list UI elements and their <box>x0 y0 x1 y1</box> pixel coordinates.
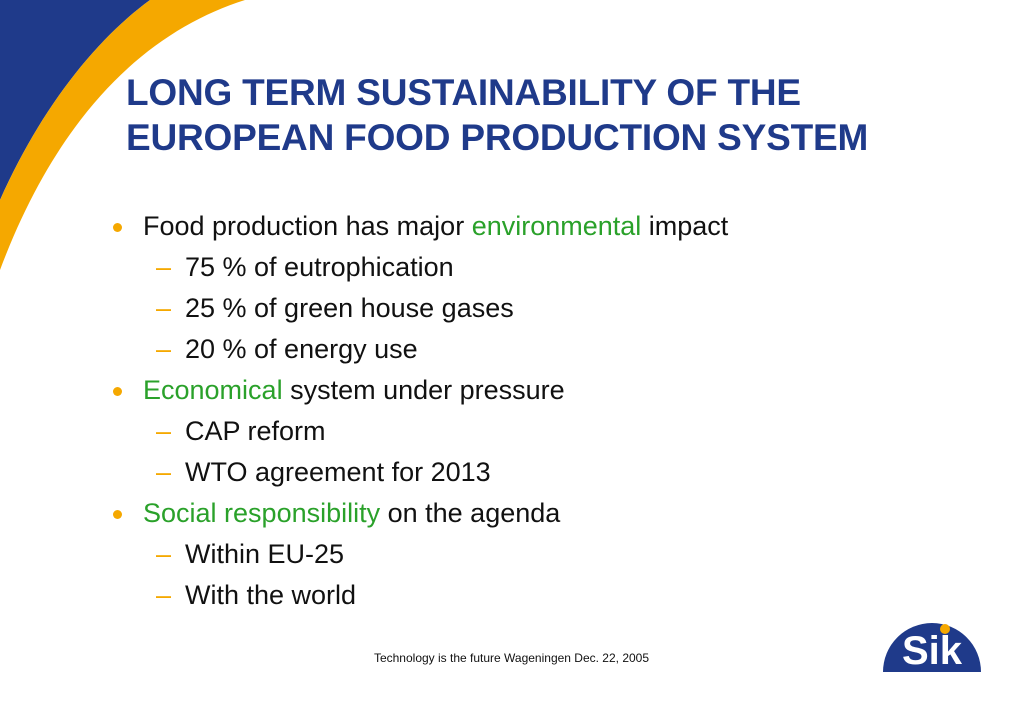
bullet-text: Food production has major <box>143 211 472 241</box>
bullet-highlight: environmental <box>471 211 642 241</box>
sik-logo: Sik <box>883 623 981 672</box>
corner-swoosh-decoration <box>0 0 245 270</box>
sub-bullet-item: – 25 % of green house gases <box>107 288 987 329</box>
sub-bullet-text: CAP reform <box>185 416 326 446</box>
dash-icon: – <box>156 580 172 610</box>
bullet-item: Social responsibility on the agenda <box>107 493 987 534</box>
dash-icon: – <box>156 334 172 364</box>
sub-bullet-item: – 20 % of energy use <box>107 329 987 370</box>
bullet-highlight: Economical <box>143 375 283 405</box>
logo-text: Sik <box>902 629 963 672</box>
bullet-dot-icon <box>113 387 122 396</box>
sub-bullet-item: – With the world <box>107 575 987 616</box>
dash-icon: – <box>156 416 172 446</box>
bullet-item: Economical system under pressure <box>107 370 987 411</box>
sub-bullet-item: – WTO agreement for 2013 <box>107 452 987 493</box>
sub-bullet-text: WTO agreement for 2013 <box>185 457 491 487</box>
sub-bullet-text: 20 % of energy use <box>185 334 418 364</box>
slide-title: LONG TERM SUSTAINABILITY OF THE EUROPEAN… <box>126 70 1006 160</box>
bullet-item: Food production has major environmental … <box>107 206 987 247</box>
bullet-text: system under pressure <box>282 375 565 405</box>
footer-text: Technology is the future Wageningen Dec.… <box>373 651 650 665</box>
bullet-dot-icon <box>113 510 122 519</box>
dash-icon: – <box>156 293 172 323</box>
bullet-dot-icon <box>113 223 122 232</box>
sub-bullet-text: With the world <box>185 580 357 610</box>
sub-bullet-item: – CAP reform <box>107 411 987 452</box>
bullet-highlight: Social responsibility <box>143 498 381 528</box>
title-line-1: LONG TERM SUSTAINABILITY OF THE <box>126 72 801 113</box>
bullet-list: Food production has major environmental … <box>107 206 987 616</box>
bullet-text: on the agenda <box>380 498 561 528</box>
sub-bullet-text: 75 % of eutrophication <box>185 252 454 282</box>
sub-bullet-text: 25 % of green house gases <box>185 293 514 323</box>
title-line-2: EUROPEAN FOOD PRODUCTION SYSTEM <box>126 117 869 158</box>
dash-icon: – <box>156 457 172 487</box>
logo-dot-icon <box>940 624 950 634</box>
sub-bullet-item: – Within EU-25 <box>107 534 987 575</box>
dash-icon: – <box>156 252 172 282</box>
slide-footer: Technology is the future Wageningen Dec.… <box>0 651 1023 665</box>
bullet-text: impact <box>641 211 729 241</box>
sub-bullet-item: – 75 % of eutrophication <box>107 247 987 288</box>
dash-icon: – <box>156 539 172 569</box>
sub-bullet-text: Within EU-25 <box>185 539 345 569</box>
